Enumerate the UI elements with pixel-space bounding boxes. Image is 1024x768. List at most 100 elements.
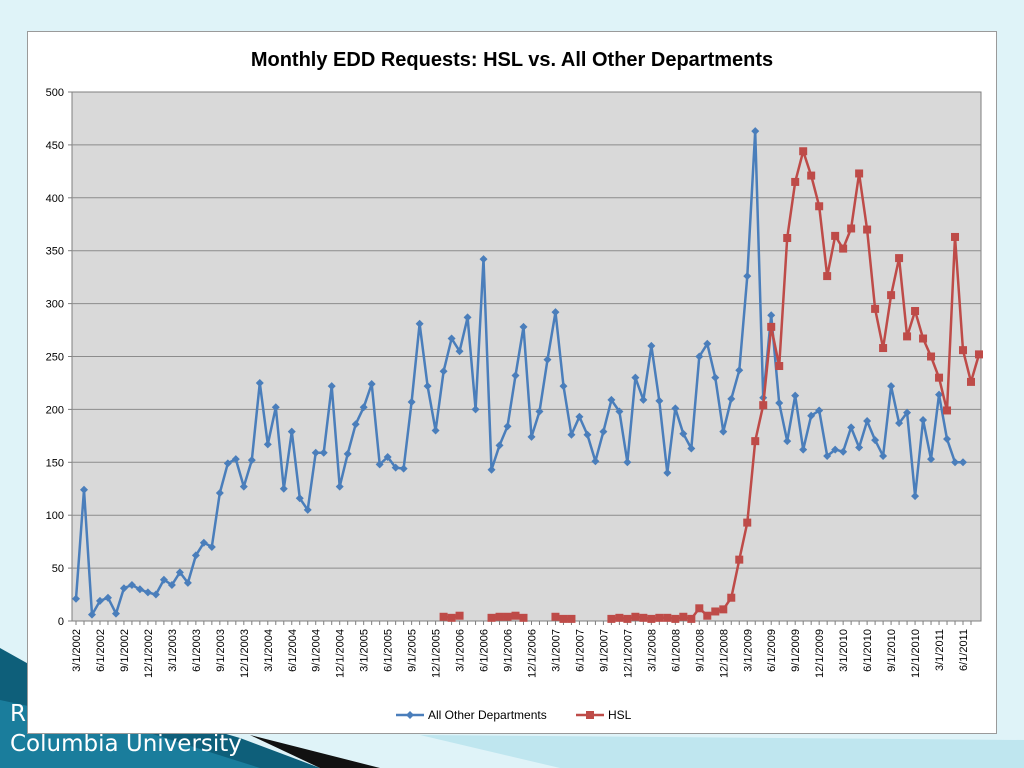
data-point bbox=[887, 291, 896, 300]
data-point bbox=[871, 304, 880, 313]
data-point bbox=[471, 405, 480, 414]
data-point bbox=[343, 449, 352, 458]
data-point bbox=[783, 437, 792, 446]
data-point bbox=[231, 455, 240, 464]
data-point bbox=[215, 488, 224, 497]
data-point bbox=[279, 484, 288, 493]
data-point bbox=[839, 244, 848, 253]
data-point bbox=[447, 613, 456, 622]
data-point bbox=[607, 395, 616, 404]
data-point bbox=[639, 613, 648, 622]
y-tick-label: 300 bbox=[46, 299, 64, 311]
data-point bbox=[72, 594, 80, 603]
data-point bbox=[671, 614, 680, 623]
data-point bbox=[255, 378, 264, 387]
x-tick-label: 12/1/2006 bbox=[526, 629, 538, 678]
data-point bbox=[767, 311, 776, 320]
data-point bbox=[719, 605, 728, 614]
data-point bbox=[799, 445, 808, 454]
data-point bbox=[911, 307, 920, 316]
legend-label: HSL bbox=[608, 708, 632, 722]
data-point bbox=[879, 451, 888, 460]
y-tick-label: 400 bbox=[46, 193, 64, 205]
data-point bbox=[311, 448, 320, 457]
x-tick-label: 12/1/2009 bbox=[814, 629, 826, 678]
data-point bbox=[159, 575, 168, 584]
data-point bbox=[927, 455, 936, 464]
data-point bbox=[631, 373, 640, 382]
data-point bbox=[687, 444, 696, 453]
data-point bbox=[519, 322, 528, 331]
data-point bbox=[287, 427, 296, 436]
data-point bbox=[487, 613, 496, 622]
data-point bbox=[823, 272, 832, 281]
data-point bbox=[383, 453, 392, 462]
data-point bbox=[567, 614, 576, 623]
data-point bbox=[903, 408, 912, 417]
data-point bbox=[303, 505, 312, 514]
data-point bbox=[919, 415, 928, 424]
data-point bbox=[439, 612, 448, 621]
data-point bbox=[815, 202, 824, 211]
background-light-swoosh bbox=[420, 735, 1024, 768]
data-point bbox=[807, 411, 816, 420]
data-point bbox=[647, 614, 656, 623]
data-point bbox=[319, 448, 328, 457]
data-point bbox=[663, 613, 672, 622]
data-point bbox=[951, 232, 960, 241]
data-point bbox=[495, 612, 504, 621]
data-point bbox=[623, 458, 632, 467]
x-tick-label: 12/1/2004 bbox=[335, 629, 347, 678]
data-point bbox=[455, 347, 464, 356]
x-tick-label: 3/1/2006 bbox=[455, 629, 467, 672]
x-tick-label: 12/1/2007 bbox=[622, 629, 634, 678]
plot-area: 0 50 100 150 200 250 300 350 400 450 500 3/1/2002 6/… bbox=[46, 87, 983, 678]
x-tick-label: 9/1/2006 bbox=[503, 629, 515, 672]
data-point bbox=[247, 456, 256, 465]
x-tick-label: 9/1/2005 bbox=[407, 629, 419, 672]
x-tick-label: 6/1/2003 bbox=[191, 629, 203, 672]
y-tick-label: 250 bbox=[46, 352, 64, 364]
data-point bbox=[943, 406, 952, 415]
data-point bbox=[759, 401, 768, 410]
data-point bbox=[583, 430, 592, 439]
data-point bbox=[815, 406, 824, 415]
data-point bbox=[327, 382, 336, 391]
data-point bbox=[871, 436, 880, 445]
data-point bbox=[511, 611, 520, 620]
data-point bbox=[407, 397, 416, 406]
data-point bbox=[567, 430, 576, 439]
data-point bbox=[599, 427, 608, 436]
y-tick-label: 50 bbox=[52, 563, 64, 575]
data-point bbox=[431, 426, 440, 435]
x-tick-label: 3/1/2003 bbox=[167, 629, 179, 672]
footer-line2: Columbia University bbox=[10, 731, 242, 757]
x-tick-label: 3/1/2011 bbox=[934, 629, 946, 671]
data-point bbox=[911, 492, 920, 501]
data-point bbox=[887, 382, 896, 391]
x-tick-label: 3/1/2009 bbox=[742, 629, 754, 672]
chart-card: Monthly EDD Requests: HSL vs. All Other … bbox=[27, 31, 997, 734]
chart: Monthly EDD Requests: HSL vs. All Other … bbox=[46, 49, 983, 722]
data-point bbox=[527, 432, 536, 441]
data-point bbox=[447, 334, 456, 343]
data-point bbox=[559, 382, 568, 391]
data-point bbox=[935, 373, 944, 382]
data-point bbox=[87, 610, 96, 619]
series-line bbox=[74, 129, 963, 616]
y-tick-label: 450 bbox=[46, 140, 64, 152]
data-point bbox=[703, 611, 712, 620]
data-point bbox=[655, 396, 664, 405]
data-point bbox=[935, 390, 944, 399]
data-point bbox=[615, 613, 624, 622]
data-point bbox=[791, 391, 800, 400]
data-point bbox=[151, 590, 160, 599]
data-point bbox=[455, 611, 464, 620]
background-black-swoosh bbox=[250, 735, 380, 768]
data-point bbox=[967, 377, 975, 386]
data-point bbox=[183, 578, 192, 587]
x-tick-label: 6/1/2002 bbox=[95, 629, 107, 672]
data-point bbox=[831, 445, 840, 454]
data-point bbox=[575, 412, 584, 421]
x-tick-label: 6/1/2004 bbox=[287, 629, 299, 672]
